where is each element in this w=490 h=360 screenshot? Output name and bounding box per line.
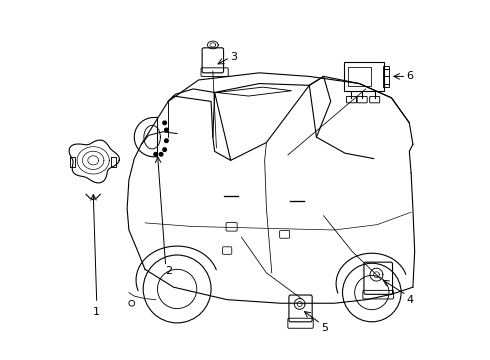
Circle shape [154,153,157,156]
Text: 2: 2 [165,266,172,276]
Circle shape [163,121,167,125]
Text: 1: 1 [93,307,100,317]
Circle shape [165,139,168,143]
Text: 6: 6 [407,71,414,81]
Circle shape [163,148,167,152]
Text: 5: 5 [321,323,328,333]
Text: 4: 4 [407,295,414,305]
Circle shape [159,153,163,156]
Circle shape [165,128,168,132]
Text: 3: 3 [230,52,237,62]
